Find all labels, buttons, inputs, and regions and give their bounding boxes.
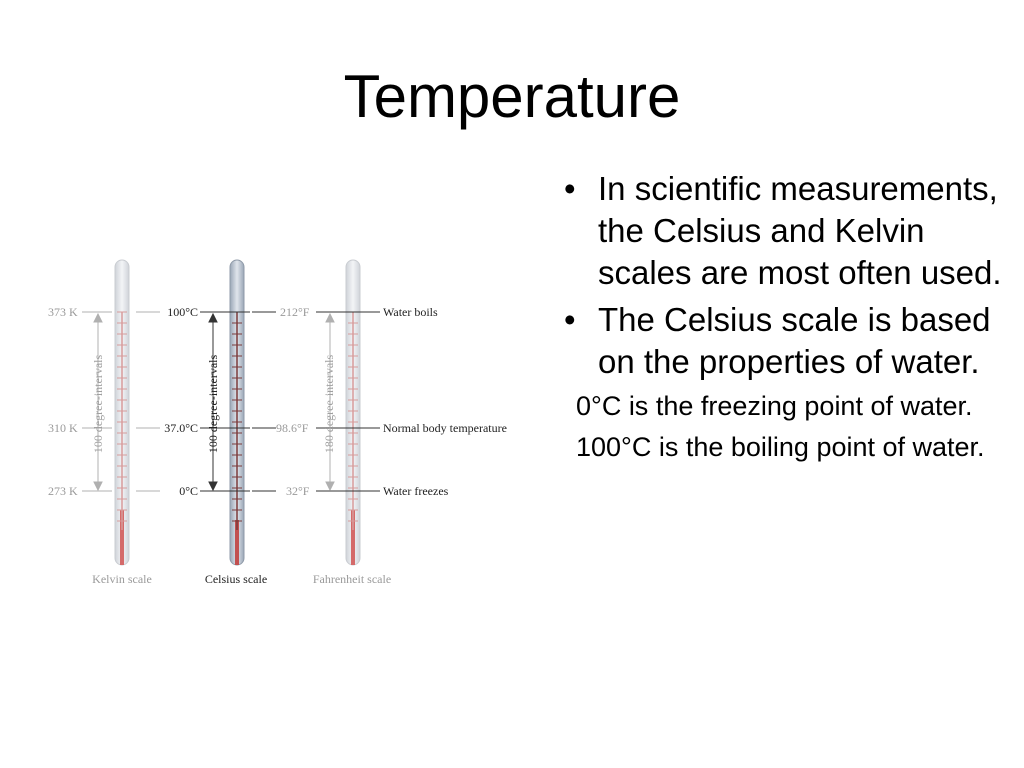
fahrenheit-scale-name: Fahrenheit scale: [313, 572, 391, 586]
fahrenheit-interval-arrow: [325, 312, 335, 492]
body-temperature-label: Normal body temperature: [383, 421, 507, 435]
celsius-freeze-value: 0°C: [179, 484, 198, 498]
fahrenheit-interval-label: 180 degree-intervals: [322, 355, 336, 454]
kelvin-scale-name: Kelvin scale: [92, 572, 152, 586]
kelvin-body-value: 310 K: [48, 421, 78, 435]
bullet-list: • In scientific measurements, the Celsiu…: [560, 168, 1020, 470]
bullet-text: In scientific measurements, the Celsius …: [598, 170, 1002, 291]
bullet-marker: •: [564, 170, 576, 207]
fahrenheit-boil-value: 212°F: [280, 305, 310, 319]
celsius-scale-name: Celsius scale: [205, 572, 267, 586]
kelvin-thermometer: [114, 259, 130, 566]
fahrenheit-thermometer: [345, 259, 361, 566]
celsius-thermometer: [229, 259, 245, 566]
fahrenheit-body-value: 98.6°F: [276, 421, 309, 435]
bullet-item: • The Celsius scale is based on the prop…: [560, 299, 1020, 383]
celsius-body-value: 37.0°C: [164, 421, 198, 435]
celsius-boil-value: 100°C: [167, 305, 198, 319]
water-boils-label: Water boils: [383, 305, 438, 319]
thermometer-figure: 100 degree-intervals 100 degree-interval…: [48, 259, 507, 586]
bullet-text: The Celsius scale is based on the proper…: [598, 301, 991, 380]
fahrenheit-freeze-value: 32°F: [286, 484, 310, 498]
celsius-interval-arrow: [208, 312, 218, 492]
bullet-item: • In scientific measurements, the Celsiu…: [560, 168, 1020, 294]
kelvin-interval-label: 100 degree-intervals: [91, 355, 105, 454]
kelvin-freeze-value: 273 K: [48, 484, 78, 498]
celsius-interval-label: 100 degree-intervals: [206, 355, 220, 454]
kelvin-boil-value: 373 K: [48, 305, 78, 319]
slide-title: Temperature: [343, 63, 681, 130]
subpoint-freezing: 0°C is the freezing point of water.: [576, 391, 973, 421]
kelvin-interval-arrow: [93, 312, 103, 492]
subpoint-boiling: 100°C is the boiling point of water.: [576, 432, 985, 462]
bullet-marker: •: [564, 301, 576, 338]
water-freezes-label: Water freezes: [383, 484, 449, 498]
